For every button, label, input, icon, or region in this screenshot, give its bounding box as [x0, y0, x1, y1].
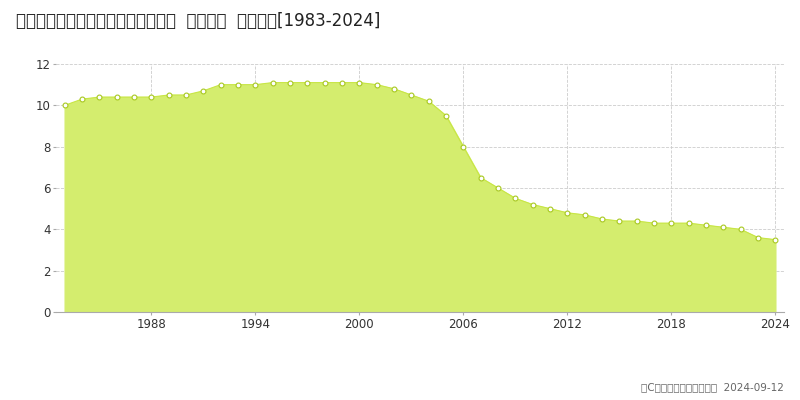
Text: （C）土地価格ドットコム  2024-09-12: （C）土地価格ドットコム 2024-09-12 [641, 382, 784, 392]
Text: 北海道小樽市赤岩１丁目２７番２外  地価公示  地価推移[1983-2024]: 北海道小樽市赤岩１丁目２７番２外 地価公示 地価推移[1983-2024] [16, 12, 380, 30]
